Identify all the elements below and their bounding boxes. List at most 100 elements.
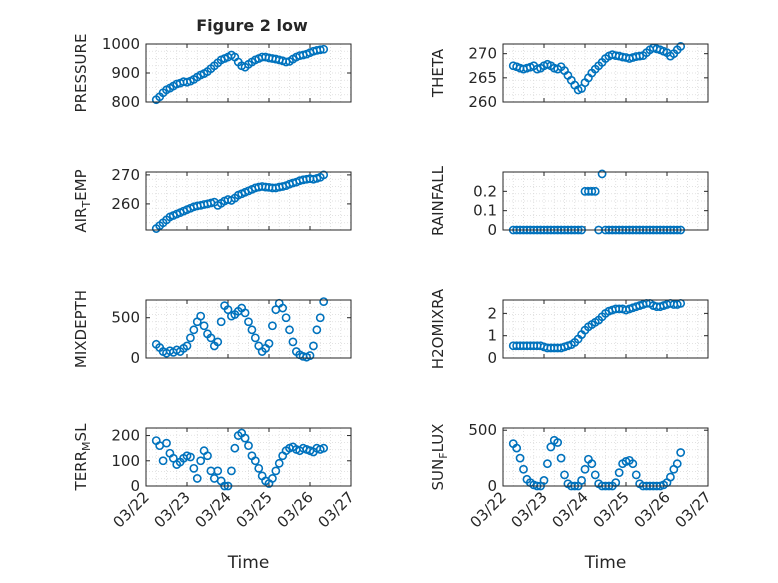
- data-point: [587, 186, 597, 196]
- y-axis-label: PRESSURE: [72, 34, 90, 113]
- axes-frame: [145, 427, 352, 487]
- y-tick-label: 260: [111, 195, 140, 213]
- data-point: [158, 456, 168, 466]
- y-tick-label: 100: [111, 452, 140, 470]
- data-point: [240, 308, 250, 318]
- y-tick-label: 0.1: [473, 202, 497, 220]
- data-point: [250, 456, 260, 466]
- data-point: [216, 317, 226, 327]
- data-point: [206, 333, 216, 343]
- data-point: [230, 443, 240, 453]
- data-point: [556, 453, 566, 463]
- data-point: [254, 463, 264, 473]
- data-point: [223, 305, 233, 315]
- axes-frame: [502, 299, 709, 359]
- data-point: [196, 456, 206, 466]
- data-point: [244, 317, 253, 327]
- data-point: [227, 466, 236, 476]
- data-point: [539, 476, 549, 485]
- y-axis-label: MIXDEPTH: [72, 290, 90, 368]
- y-tick-label: 265: [468, 69, 497, 87]
- data-point: [597, 169, 607, 179]
- subplot-air-temp: 260 270 AIRTEMP: [72, 166, 352, 233]
- y-tick-label: 900: [111, 64, 140, 82]
- subplot-rainfall: 00.1 0.2 RAINFALL: [429, 165, 709, 239]
- data-point: [587, 459, 597, 469]
- data-point: [162, 438, 171, 448]
- data-point: [319, 443, 329, 453]
- y-tick-label: 800: [111, 93, 140, 111]
- y-tick-label: 270: [111, 166, 140, 184]
- data-point: [305, 351, 315, 360]
- data-point: [577, 476, 586, 485]
- axes-frame: [145, 43, 352, 103]
- y-tick-label: 0: [487, 221, 497, 239]
- y-tick-label: 0: [130, 349, 140, 367]
- data-point: [515, 453, 525, 463]
- data-point: [614, 468, 624, 478]
- data-point: [319, 44, 329, 54]
- axes-frame: [145, 171, 352, 231]
- data-point: [672, 459, 682, 469]
- data-point: [196, 311, 206, 321]
- y-axis-label: SUNFLUX: [429, 424, 450, 491]
- data-point: [186, 333, 195, 343]
- data-point: [189, 463, 199, 473]
- data-point: [590, 470, 600, 480]
- data-point: [580, 464, 590, 474]
- data-point: [213, 466, 223, 476]
- data-point: [281, 313, 291, 323]
- data-point: [319, 170, 329, 180]
- subplot-mixdepth: 0 500 MIXDEPTH: [72, 290, 352, 368]
- data-point: [271, 466, 281, 476]
- data-point: [666, 472, 675, 482]
- data-point: [264, 339, 274, 348]
- data-point: [250, 333, 260, 343]
- subplot-h2omixra: 0 1 2 H2OMIXRA: [429, 288, 709, 369]
- data-point: [240, 433, 250, 443]
- data-point: [278, 303, 288, 313]
- y-tick-label: 500: [468, 421, 497, 439]
- data-point: [676, 42, 686, 51]
- subplot-pressure: 800 900 1000 PRESSURE: [72, 34, 352, 113]
- data-point: [192, 474, 202, 483]
- data-point: [309, 341, 318, 351]
- y-axis-label: TERRMSL: [72, 423, 93, 492]
- y-axis-label: THETA: [429, 48, 447, 98]
- data-point: [274, 458, 284, 468]
- data-point: [312, 325, 322, 335]
- y-tick-label: 1: [487, 327, 497, 345]
- data-point: [244, 441, 253, 451]
- y-tick-label: 0: [130, 477, 140, 495]
- data-point: [590, 186, 600, 196]
- y-tick-label: 270: [468, 45, 497, 63]
- axes-frame: [502, 427, 709, 487]
- axes-frame: [145, 299, 352, 359]
- data-point: [247, 325, 257, 335]
- x-axis-label: Time: [584, 553, 627, 573]
- data-point: [213, 337, 223, 347]
- data-point: [560, 470, 569, 480]
- data-point: [288, 337, 298, 347]
- data-point: [189, 325, 199, 335]
- data-point: [199, 321, 209, 331]
- data-point: [315, 45, 325, 55]
- data-point: [546, 442, 556, 452]
- y-tick-label: 0.2: [473, 182, 497, 200]
- data-point: [553, 438, 563, 447]
- axes-frame: [502, 43, 709, 103]
- y-axis-label: H2OMIXRA: [429, 288, 447, 369]
- y-tick-label: 0: [487, 477, 497, 495]
- data-point: [203, 451, 212, 461]
- y-tick-label: 0: [487, 349, 497, 367]
- data-point: [519, 464, 528, 474]
- y-tick-label: 200: [111, 427, 140, 445]
- y-tick-label: 260: [468, 93, 497, 111]
- y-axis-label: AIRTEMP: [72, 169, 93, 232]
- data-point: [512, 443, 522, 453]
- data-point: [676, 448, 686, 457]
- y-axis-label: RAINFALL: [429, 165, 447, 236]
- data-point: [631, 470, 641, 480]
